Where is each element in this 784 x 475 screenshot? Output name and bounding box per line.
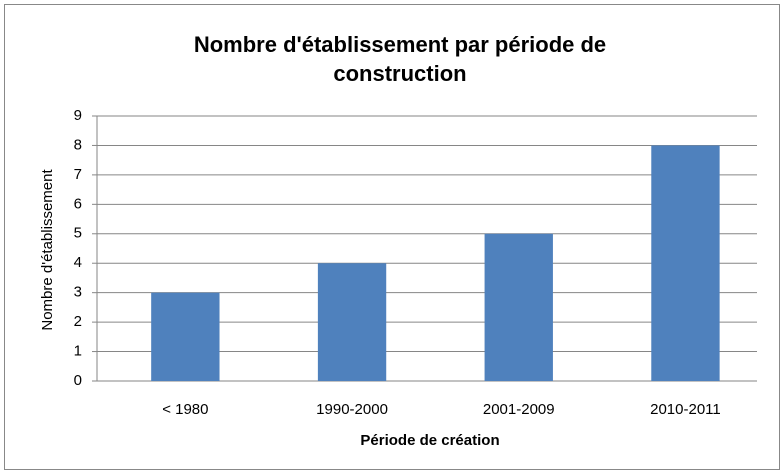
bar [651,145,720,381]
y-tick-label: 8 [74,136,82,153]
x-tick-label: < 1980 [162,401,208,418]
y-tick-label: 9 [74,107,82,124]
y-tick-label: 1 [74,343,82,360]
y-tick-label: 6 [74,195,82,212]
chart-title: Nombre d'établissement par période de co… [193,32,607,86]
x-tick-label: 2001-2009 [483,401,555,418]
bar [484,233,553,381]
y-tick-label: 2 [74,313,82,330]
x-tick-label: 2010-2011 [650,401,721,418]
bar [151,292,220,381]
y-tick-label: 0 [74,372,82,389]
bar [317,263,387,381]
y-axis-label: Nombre d'établissement [39,169,56,331]
chart-border [4,4,780,470]
y-tick-label: 7 [74,166,82,183]
x-tick-label: 1990-2000 [316,401,388,418]
x-axis-label: Période de création [360,432,499,449]
y-tick-label: 4 [74,254,82,271]
y-tick-label: 5 [74,225,82,242]
y-tick-label: 3 [74,284,82,301]
